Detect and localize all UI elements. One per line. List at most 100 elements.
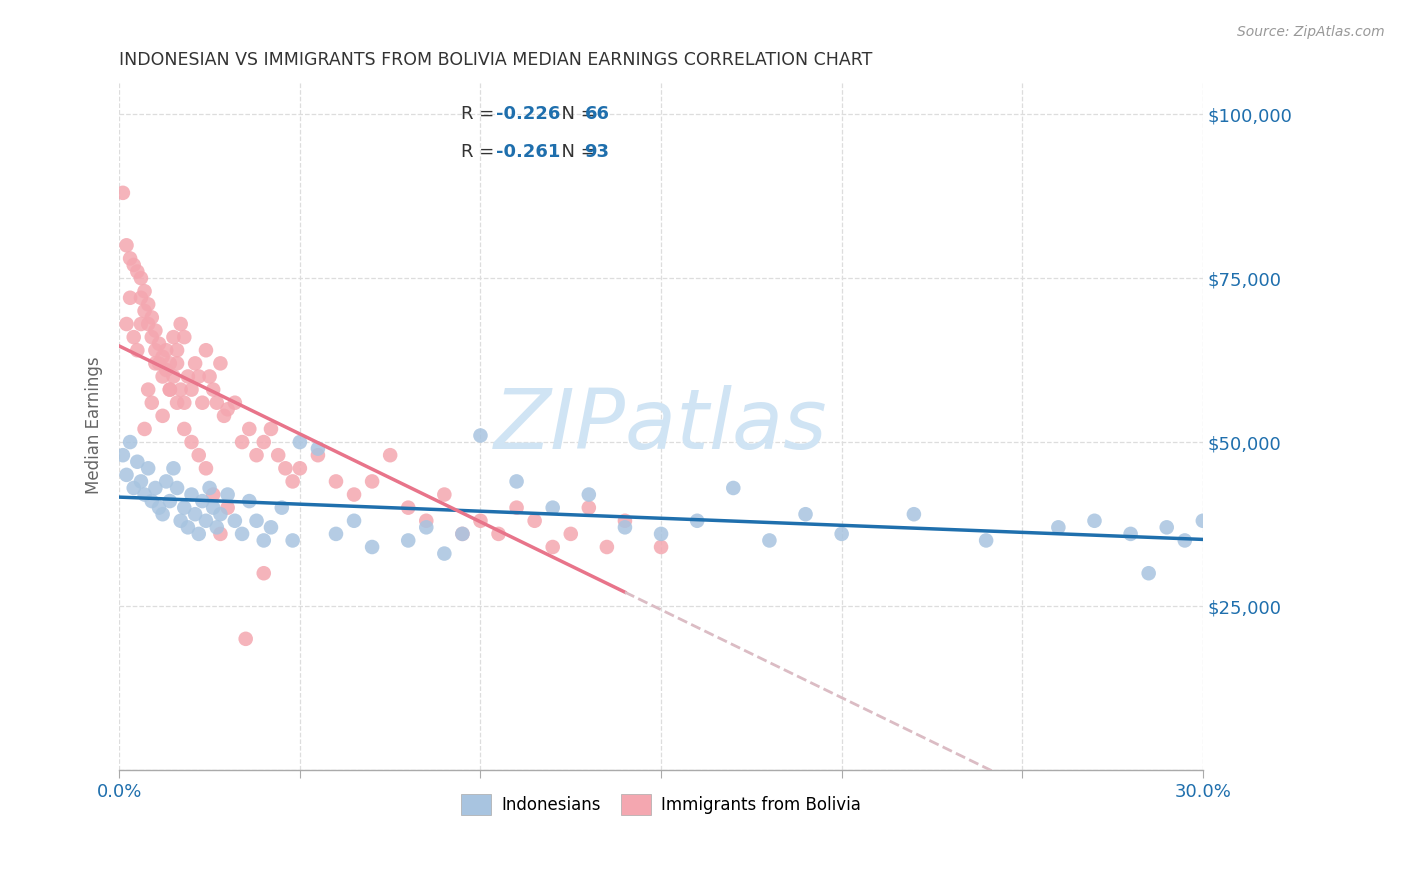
Point (173, 330, 195, 344)
Point (578, 500, 600, 515)
Point (129, 291, 152, 305)
Point (170, 514, 193, 528)
Point (380, 448, 402, 462)
Point (115, 317, 138, 331)
Point (231, 435, 253, 450)
Point (205, 395, 228, 409)
Y-axis label: Median Earnings: Median Earnings (86, 357, 103, 494)
Point (260, 520, 283, 534)
Text: -0.261: -0.261 (496, 144, 560, 161)
Point (159, 383, 181, 397)
Point (245, 448, 267, 462)
Point (253, 566, 276, 581)
Text: -0.226: -0.226 (496, 104, 560, 122)
Point (325, 527, 347, 541)
Point (1156, 520, 1178, 534)
Point (288, 435, 311, 450)
Point (238, 422, 260, 436)
Point (758, 533, 780, 548)
Point (198, 481, 221, 495)
Text: 66: 66 (585, 104, 610, 122)
Point (560, 527, 582, 541)
Point (155, 475, 177, 489)
Point (145, 343, 167, 358)
Point (162, 330, 184, 344)
Point (129, 271, 152, 285)
Text: R =: R = (461, 144, 501, 161)
Point (1192, 514, 1215, 528)
Point (396, 500, 419, 515)
Point (1119, 527, 1142, 541)
Point (650, 540, 672, 554)
Point (166, 343, 188, 358)
Point (202, 500, 225, 515)
Point (613, 520, 636, 534)
Point (253, 533, 276, 548)
Point (173, 500, 195, 515)
Text: 93: 93 (585, 144, 610, 161)
Point (122, 481, 145, 495)
Point (166, 356, 188, 370)
Point (686, 514, 709, 528)
Point (173, 395, 195, 409)
Point (152, 369, 174, 384)
Point (217, 500, 239, 515)
Point (794, 507, 817, 521)
Point (194, 461, 217, 475)
Point (578, 487, 600, 501)
Point (145, 356, 167, 370)
Point (415, 520, 437, 534)
Point (974, 533, 997, 548)
Point (148, 500, 170, 515)
Point (187, 527, 209, 541)
Point (127, 455, 149, 469)
Point (505, 500, 527, 515)
Point (903, 507, 925, 521)
Point (1047, 520, 1070, 534)
Point (159, 356, 181, 370)
Point (136, 461, 159, 475)
Point (177, 369, 200, 384)
Point (217, 402, 239, 417)
Point (170, 317, 193, 331)
Point (281, 475, 304, 489)
Point (505, 475, 527, 489)
Point (205, 520, 228, 534)
Point (541, 540, 564, 554)
Point (120, 291, 142, 305)
Point (141, 310, 163, 325)
Point (122, 330, 145, 344)
Point (180, 383, 202, 397)
Point (212, 409, 235, 423)
Point (170, 383, 193, 397)
Point (270, 500, 292, 515)
Point (267, 448, 290, 462)
Text: ZIPatlas: ZIPatlas (495, 385, 828, 467)
Point (122, 258, 145, 272)
Point (1137, 566, 1160, 581)
Point (187, 448, 209, 462)
Point (1083, 514, 1105, 528)
Point (451, 527, 474, 541)
Point (134, 304, 156, 318)
Point (1174, 533, 1197, 548)
Point (470, 514, 492, 528)
Point (187, 369, 209, 384)
Text: R =: R = (461, 104, 501, 122)
Point (127, 264, 149, 278)
Point (831, 527, 853, 541)
Text: INDONESIAN VS IMMIGRANTS FROM BOLIVIA MEDIAN EARNINGS CORRELATION CHART: INDONESIAN VS IMMIGRANTS FROM BOLIVIA ME… (120, 51, 873, 69)
Point (120, 252, 142, 266)
Point (115, 467, 138, 482)
Point (361, 540, 384, 554)
Point (224, 514, 246, 528)
Point (180, 487, 202, 501)
Point (613, 514, 636, 528)
Point (470, 428, 492, 442)
Point (177, 520, 200, 534)
Point (343, 514, 366, 528)
Point (202, 383, 225, 397)
Point (141, 494, 163, 508)
Text: Source: ZipAtlas.com: Source: ZipAtlas.com (1237, 25, 1385, 39)
Point (191, 395, 214, 409)
